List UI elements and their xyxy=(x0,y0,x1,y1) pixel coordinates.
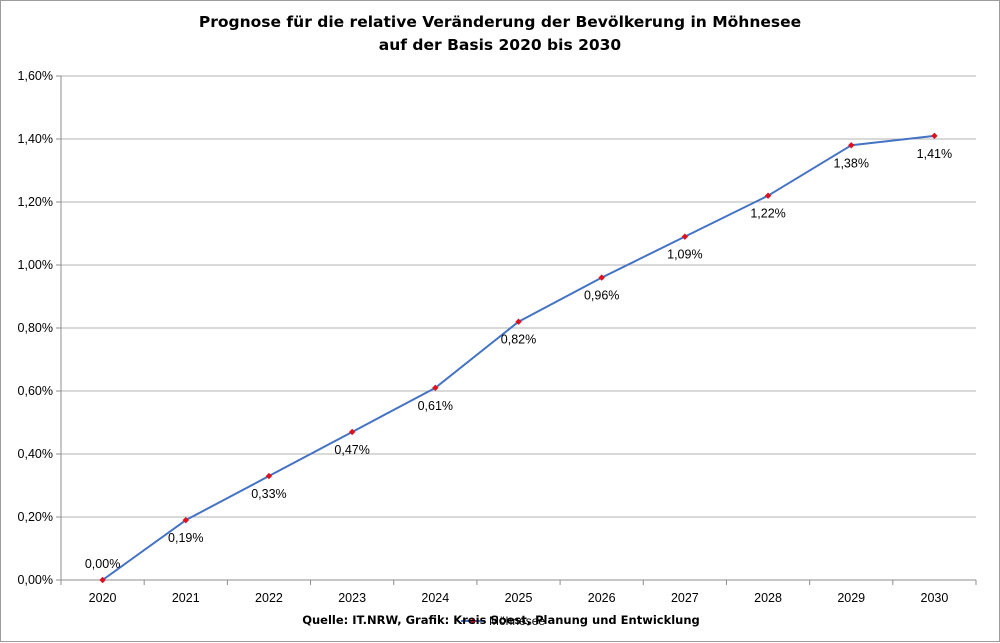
data-point xyxy=(182,516,189,524)
data-label: 1,09% xyxy=(667,248,702,262)
x-tick-label: 2027 xyxy=(671,591,699,605)
x-tick-label: 2024 xyxy=(421,591,449,605)
x-tick-label: 2028 xyxy=(754,591,782,605)
data-label: 1,38% xyxy=(834,156,869,170)
x-tick-label: 2023 xyxy=(338,591,366,605)
chart-title-line-2: auf der Basis 2020 bis 2030 xyxy=(378,36,622,54)
data-label: 0,47% xyxy=(334,443,369,457)
data-point xyxy=(515,318,522,325)
data-point xyxy=(931,132,938,140)
data-point xyxy=(681,233,689,240)
data-point xyxy=(348,428,356,436)
legend-label: Möhnesee xyxy=(489,614,545,628)
data-point xyxy=(598,274,605,281)
x-tick-label: 2026 xyxy=(588,591,616,605)
legend-marker xyxy=(470,618,476,624)
x-tick-label: 2021 xyxy=(172,591,200,605)
y-tick-label: 1,40% xyxy=(18,132,53,146)
data-label: 0,00% xyxy=(85,557,120,571)
data-label: 0,96% xyxy=(584,289,619,303)
chart-title: Prognose für die relative Veränderung de… xyxy=(1,11,999,57)
data-label: 0,61% xyxy=(418,399,453,413)
data-point xyxy=(764,192,772,199)
y-tick-label: 0,40% xyxy=(18,447,53,461)
y-tick-label: 1,00% xyxy=(18,258,53,272)
data-point xyxy=(848,142,855,149)
x-tick-label: 2030 xyxy=(921,591,949,605)
x-tick-label: 2020 xyxy=(89,591,117,605)
y-tick-label: 0,20% xyxy=(18,510,53,524)
chart-title-line-1: Prognose für die relative Veränderung de… xyxy=(198,13,802,31)
data-label: 0,19% xyxy=(168,531,203,545)
y-tick-label: 0,60% xyxy=(18,384,53,398)
x-tick-label: 2022 xyxy=(255,591,283,605)
x-tick-label: 2025 xyxy=(505,591,533,605)
data-point xyxy=(99,576,106,584)
y-tick-label: 0,80% xyxy=(18,321,53,335)
data-label: 1,22% xyxy=(750,207,785,221)
x-tick-label: 2029 xyxy=(837,591,865,605)
y-tick-label: 0,00% xyxy=(18,573,53,587)
source-note: Quelle: IT.NRW, Grafik: Kreis Soest, Pla… xyxy=(302,613,700,627)
data-label: 0,33% xyxy=(251,487,286,501)
y-tick-label: 1,60% xyxy=(18,69,53,83)
data-label: 0,82% xyxy=(501,333,536,347)
data-label: 1,41% xyxy=(917,147,952,161)
data-point xyxy=(265,472,273,480)
y-tick-label: 1,20% xyxy=(18,195,53,209)
data-point xyxy=(432,384,439,392)
